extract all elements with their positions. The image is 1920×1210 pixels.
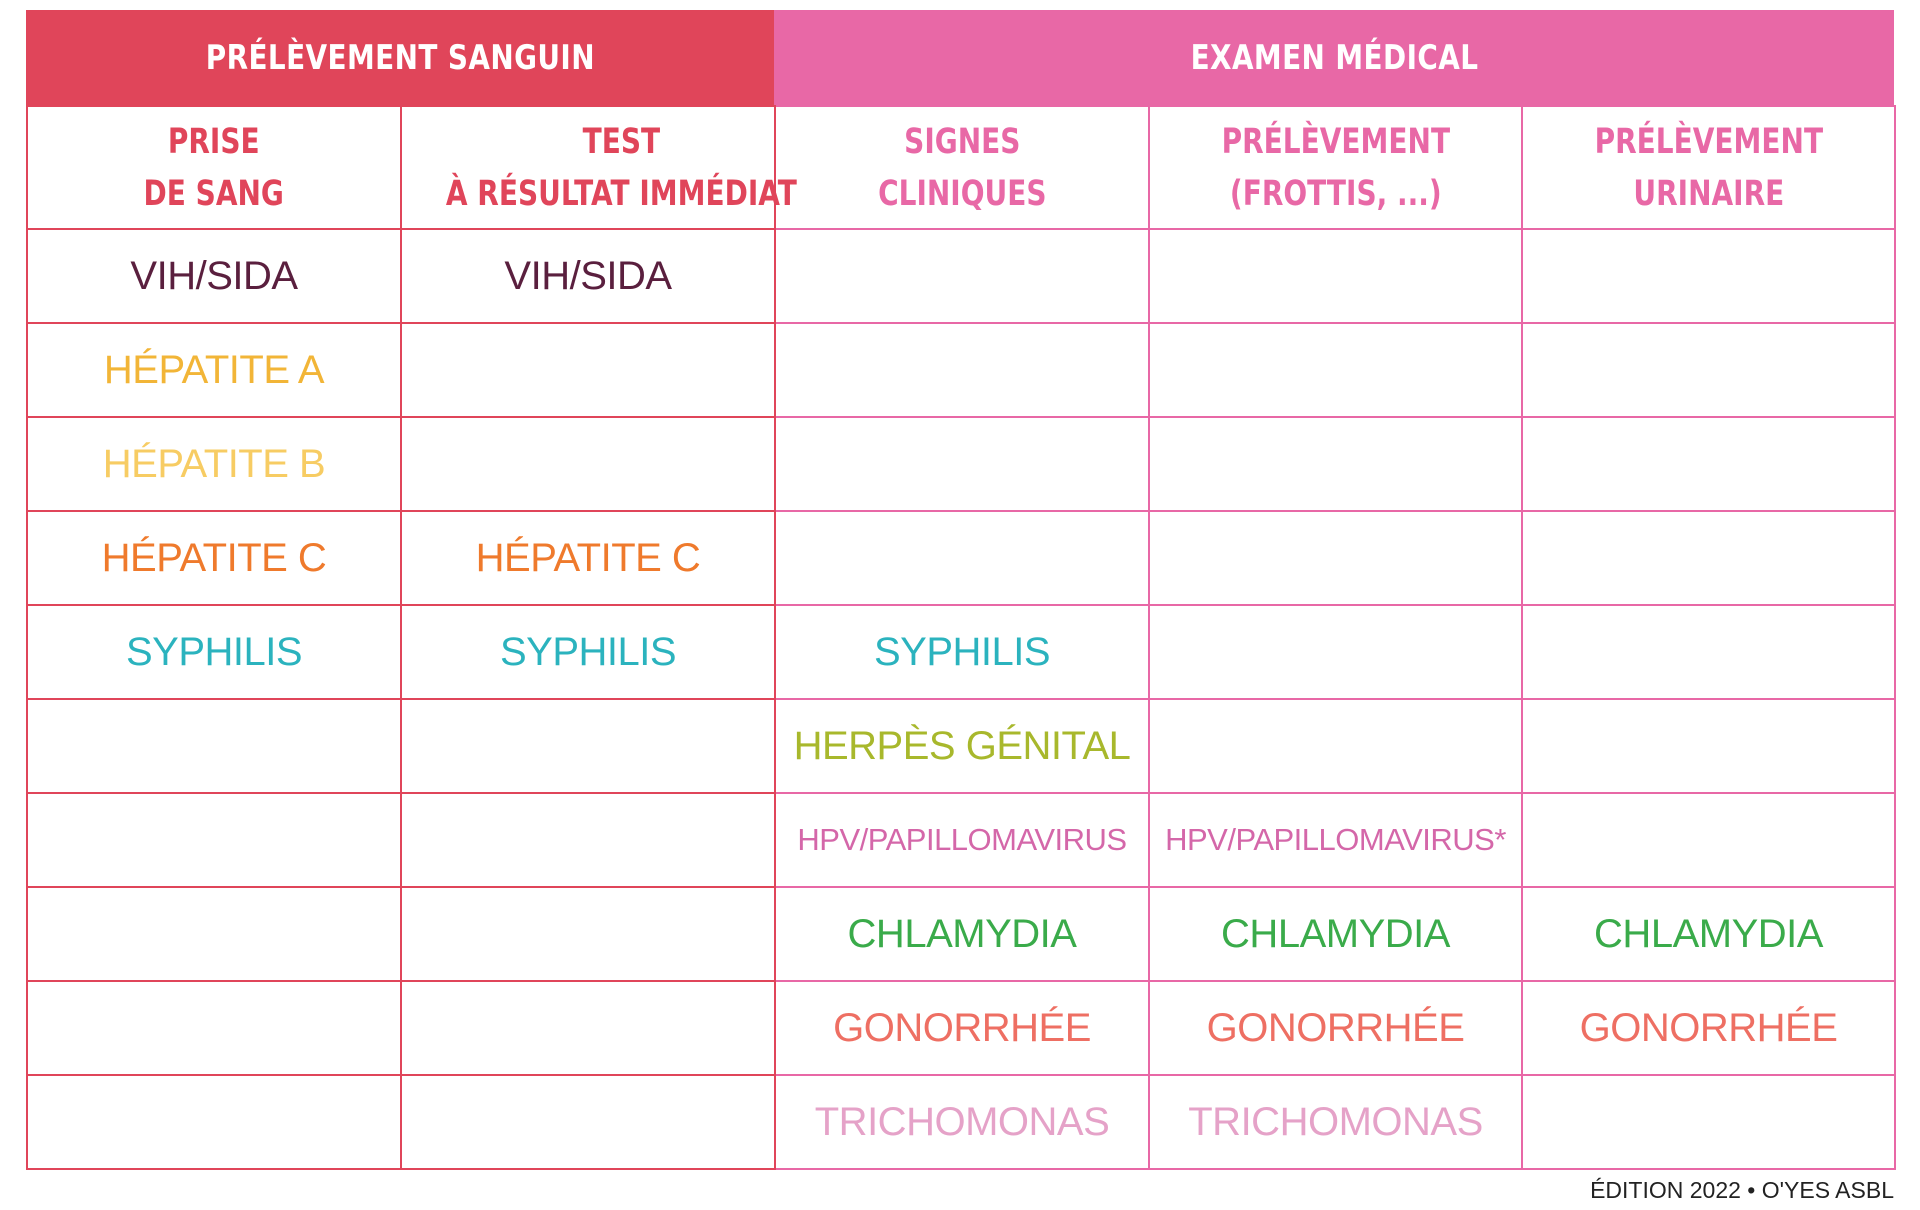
column-header-urinaire: PRÉLÈVEMENT URINAIRE (1521, 105, 1896, 230)
table-cell: GONORRHÉE (1521, 980, 1896, 1076)
edition-footer: ÉDITION 2022 • O'YES ASBL (1590, 1177, 1894, 1203)
table-cell (1148, 604, 1523, 700)
column-header-prise-de-sang: PRISE DE SANG (26, 105, 402, 230)
table-cell: CHLAMYDIA (774, 886, 1150, 982)
table-row: TRICHOMONAS TRICHOMONAS (26, 1074, 1896, 1170)
table-body: VIH/SIDA VIH/SIDA HÉPATITE A HÉPATITE B HÉPA… (26, 228, 1896, 1170)
table-cell (1148, 416, 1523, 512)
table-cell: SYPHILIS (774, 604, 1150, 700)
table-row: HERPÈS GÉNITAL (26, 698, 1896, 794)
column-header-line: (FROTTIS, ...) (1229, 173, 1442, 214)
table-cell: HÉPATITE A (26, 322, 402, 418)
table-cell (26, 698, 402, 794)
table-cell (26, 980, 402, 1076)
column-header-frottis: PRÉLÈVEMENT (FROTTIS, ...) (1148, 105, 1523, 230)
table-cell (1521, 228, 1896, 324)
table-cell (1148, 510, 1523, 606)
column-header-line: URINAIRE (1633, 173, 1784, 214)
table-cell (1521, 698, 1896, 794)
table-cell (400, 322, 776, 418)
table-cell (400, 980, 776, 1076)
table-row: HÉPATITE A (26, 322, 1896, 418)
group-header-medical-label: EXAMEN MÉDICAL (1190, 37, 1478, 78)
table-cell (774, 322, 1150, 418)
table-cell (774, 416, 1150, 512)
table-cell: GONORRHÉE (774, 980, 1150, 1076)
table-cell: TRICHOMONAS (1148, 1074, 1523, 1170)
table-row: SYPHILIS SYPHILIS SYPHILIS (26, 604, 1896, 700)
column-header-line: À RÉSULTAT IMMÉDIAT (445, 173, 797, 214)
table-cell: HÉPATITE C (26, 510, 402, 606)
group-header-blood-label: PRÉLÈVEMENT SANGUIN (205, 37, 595, 78)
table-cell: GONORRHÉE (1148, 980, 1523, 1076)
column-header-signes-cliniques: SIGNES CLINIQUES (774, 105, 1150, 230)
table-cell (26, 886, 402, 982)
column-header-line: PRISE (168, 121, 260, 162)
screening-table: PRISE DE SANG TEST À RÉSULTAT IMMÉDIAT SIG… (26, 105, 1896, 1170)
table-row: VIH/SIDA VIH/SIDA (26, 228, 1896, 324)
table-cell (400, 886, 776, 982)
table-cell: TRICHOMONAS (774, 1074, 1150, 1170)
table-cell: SYPHILIS (26, 604, 402, 700)
table-row: HÉPATITE C HÉPATITE C (26, 510, 1896, 606)
table-row: GONORRHÉE GONORRHÉE GONORRHÉE (26, 980, 1896, 1076)
table-cell (774, 510, 1150, 606)
table-cell: VIH/SIDA (26, 228, 402, 324)
table-cell (400, 1074, 776, 1170)
group-header-medical: EXAMEN MÉDICAL (774, 10, 1894, 105)
table-cell: HÉPATITE B (26, 416, 402, 512)
table-cell (1521, 604, 1896, 700)
column-header-line: PRÉLÈVEMENT (1221, 121, 1450, 162)
column-header-line: CLINIQUES (877, 173, 1047, 214)
table-cell (400, 698, 776, 794)
table-cell: CHLAMYDIA (1521, 886, 1896, 982)
column-header-line: DE SANG (143, 173, 285, 214)
column-header-row: PRISE DE SANG TEST À RÉSULTAT IMMÉDIAT SIG… (26, 105, 1896, 230)
table-cell: VIH/SIDA (400, 228, 776, 324)
table-row: HPV/PAPILLOMAVIRUS HPV/PAPILLOMAVIRUS* (26, 792, 1896, 888)
table-row: CHLAMYDIA CHLAMYDIA CHLAMYDIA (26, 886, 1896, 982)
table-cell (1521, 792, 1896, 888)
table-cell (1521, 1074, 1896, 1170)
table-cell: HPV/PAPILLOMAVIRUS (774, 792, 1150, 888)
column-header-line: PRÉLÈVEMENT (1594, 121, 1823, 162)
table-cell (1148, 322, 1523, 418)
table-cell (774, 228, 1150, 324)
table-row: HÉPATITE B (26, 416, 1896, 512)
table-cell: HPV/PAPILLOMAVIRUS* (1148, 792, 1523, 888)
table-cell (26, 1074, 402, 1170)
table-cell: HÉPATITE C (400, 510, 776, 606)
column-header-test-rapide: TEST À RÉSULTAT IMMÉDIAT (400, 105, 797, 230)
column-header-line: SIGNES (903, 121, 1021, 162)
table-cell (1148, 228, 1523, 324)
table-cell: CHLAMYDIA (1148, 886, 1523, 982)
table-cell (400, 416, 776, 512)
table-cell: SYPHILIS (400, 604, 776, 700)
table-cell (26, 792, 402, 888)
table-cell (1521, 322, 1896, 418)
group-header-blood: PRÉLÈVEMENT SANGUIN (26, 10, 774, 105)
table-cell: HERPÈS GÉNITAL (774, 698, 1150, 794)
table-cell (1148, 698, 1523, 794)
table-cell (1521, 416, 1896, 512)
column-header-line: TEST (582, 121, 661, 162)
table-cell (400, 792, 776, 888)
table-cell (1521, 510, 1896, 606)
